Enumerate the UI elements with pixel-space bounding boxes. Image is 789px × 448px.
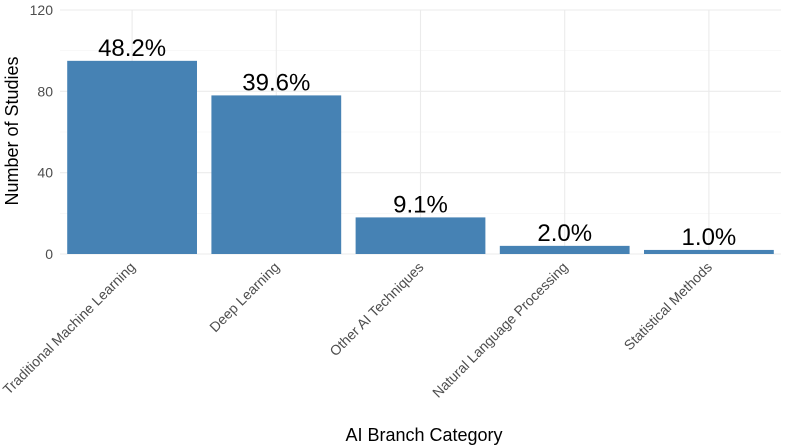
x-axis-title: AI Branch Category <box>345 425 502 445</box>
bar-value-label: 48.2% <box>98 35 166 62</box>
x-axis-ticks: Traditional Machine Learning Deep Learnin… <box>0 259 715 401</box>
bar <box>644 249 774 254</box>
bar-value-label: 1.0% <box>682 224 737 251</box>
y-tick-label: 80 <box>37 83 53 99</box>
bar-labels: 48.2% 39.6% 9.1% 2.0% 1.0% <box>98 35 736 251</box>
bar-value-label: 9.1% <box>393 191 448 218</box>
bar <box>67 60 197 255</box>
bar-value-label: 2.0% <box>537 220 592 247</box>
y-axis-title: Number of Studies <box>2 56 22 205</box>
bar <box>499 245 630 254</box>
y-tick-label: 120 <box>30 2 54 18</box>
bar <box>211 95 342 255</box>
y-tick-label: 0 <box>45 246 53 262</box>
x-tick-label: Statistical Methods <box>621 259 715 353</box>
x-tick-label: Traditional Machine Learning <box>0 259 138 398</box>
y-tick-label: 40 <box>37 165 53 181</box>
x-tick-label: Natural Language Processing <box>429 259 571 401</box>
bar-value-label: 39.6% <box>242 69 310 96</box>
x-tick-label: Deep Learning <box>206 259 282 335</box>
y-axis-ticks: 0 40 80 120 <box>30 2 54 262</box>
bar <box>355 217 486 254</box>
bars <box>67 60 774 255</box>
x-tick-label: Other AI Techniques <box>326 259 426 359</box>
